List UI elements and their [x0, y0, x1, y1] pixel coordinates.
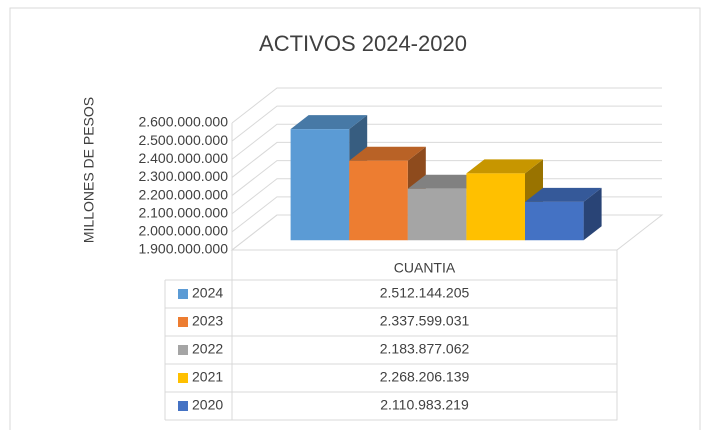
- bar-top: [407, 174, 485, 189]
- y-tick-label: 2.300.000.000: [138, 168, 228, 184]
- bar: [407, 188, 467, 241]
- bar: [290, 129, 350, 241]
- bar-top: [525, 187, 602, 202]
- grid-line: [231, 87, 662, 124]
- grid-line: [231, 141, 662, 178]
- legend-key: [178, 317, 188, 327]
- y-tick-label: 2.200.000.000: [138, 186, 228, 202]
- table-value: 2.183.877.062: [380, 341, 470, 357]
- bar-top: [466, 159, 543, 174]
- table-value: 2.337.599.031: [380, 313, 470, 329]
- legend-key: [178, 401, 188, 411]
- bar-side: [583, 187, 602, 241]
- table-value: 2.110.983.219: [380, 397, 469, 413]
- bar-top: [290, 115, 368, 130]
- bar-top: [349, 146, 426, 161]
- table-value: 2.512.144.205: [380, 285, 470, 301]
- y-tick-label: 2.600.000.000: [138, 114, 228, 130]
- y-tick-label: 2.400.000.000: [138, 150, 228, 166]
- legend-label: 2022: [192, 341, 223, 357]
- legend-label: 2023: [192, 313, 223, 329]
- grid-line: [231, 123, 662, 160]
- legend-label: 2020: [192, 397, 223, 413]
- y-axis-label: MILLONES DE PESOS: [81, 97, 97, 243]
- chart-border: [9, 7, 701, 430]
- bar: [349, 160, 408, 241]
- grid-line: [231, 105, 662, 142]
- y-tick-label: 2.000.000.000: [138, 223, 228, 239]
- legend-label: 2021: [192, 369, 223, 385]
- y-tick-label: 1.900.000.000: [138, 241, 228, 257]
- bar: [466, 173, 525, 241]
- y-tick-label: 2.100.000.000: [138, 204, 228, 220]
- chart-title: ACTIVOS 2024-2020: [259, 31, 467, 56]
- table-value: 2.268.206.139: [380, 369, 470, 385]
- legend-key: [178, 373, 188, 383]
- legend-label: 2024: [192, 285, 223, 301]
- y-tick-label: 2.500.000.000: [138, 132, 228, 148]
- x-tick-label: CUANTIA: [394, 260, 456, 276]
- legend-key: [178, 345, 188, 355]
- legend-key: [178, 289, 188, 299]
- bar: [525, 201, 584, 241]
